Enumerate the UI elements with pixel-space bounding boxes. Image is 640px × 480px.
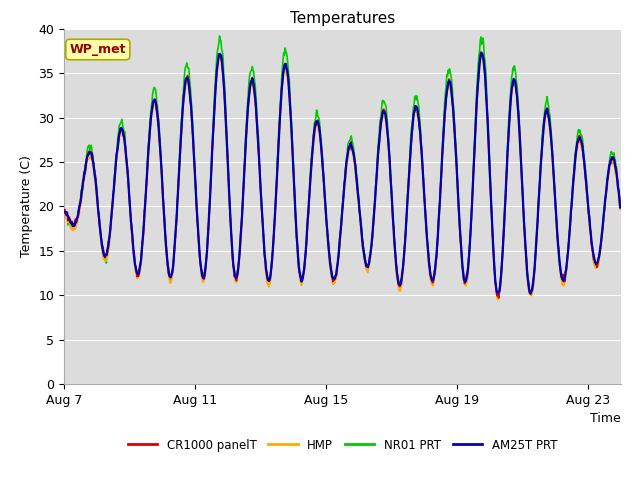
X-axis label: Time: Time — [590, 412, 621, 425]
Title: Temperatures: Temperatures — [290, 11, 395, 26]
Y-axis label: Temperature (C): Temperature (C) — [20, 156, 33, 257]
Text: WP_met: WP_met — [70, 43, 126, 56]
Legend: CR1000 panelT, HMP, NR01 PRT, AM25T PRT: CR1000 panelT, HMP, NR01 PRT, AM25T PRT — [123, 434, 562, 456]
